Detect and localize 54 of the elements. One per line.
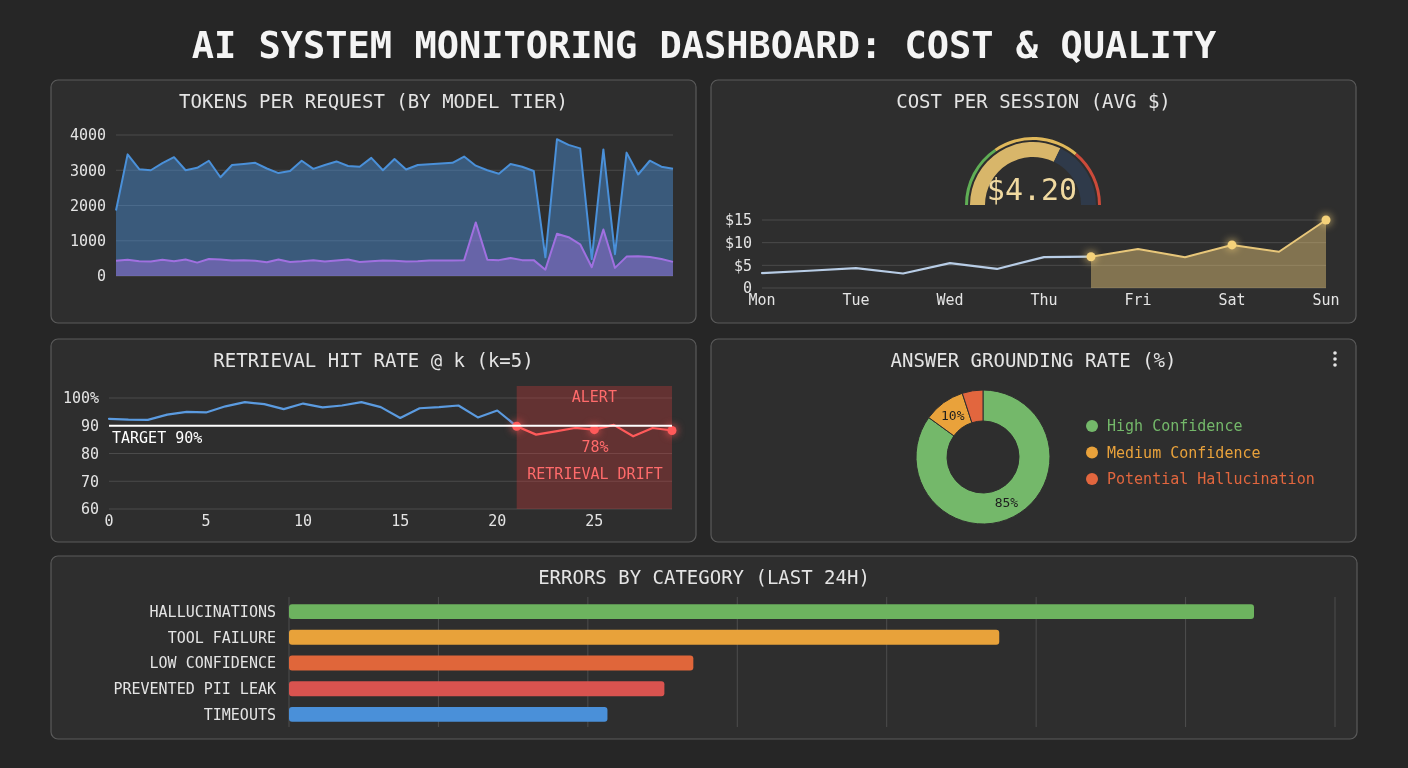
chart-title: COST PER SESSION (AVG $): [896, 90, 1171, 112]
y-tick-label: $10: [724, 233, 752, 252]
point: [1227, 240, 1237, 250]
x-tick-label: Sat: [1218, 291, 1246, 309]
y-tick-label: 1000: [69, 232, 106, 250]
ref-line-label: TARGET 90%: [112, 428, 203, 447]
bar: [289, 681, 665, 697]
x-tick-label: 20: [488, 512, 507, 530]
x-tick-label: Tue: [842, 291, 870, 309]
y-tick-label: $15: [724, 211, 752, 230]
band-label: ALERT: [571, 388, 617, 406]
legend-label: Medium Confidence: [1107, 443, 1261, 462]
point: [1321, 215, 1331, 225]
point: [1086, 252, 1096, 262]
y-tick-label: 80: [80, 444, 99, 463]
y-tick-label: 90: [80, 417, 99, 435]
x-tick-label: 10: [294, 512, 313, 530]
data-label: 10%: [940, 407, 965, 423]
chart-title: ERRORS BY CATEGORY (LAST 24H): [538, 566, 870, 588]
y-tick-label: PREVENTED PII LEAK: [113, 679, 276, 698]
annotation: 78%: [581, 438, 609, 456]
x-tick-label: Fri: [1124, 291, 1152, 309]
text: $4.20: [986, 172, 1078, 207]
x-tick-label: Thu: [1030, 291, 1058, 309]
y-tick-label: 100%: [62, 389, 99, 408]
bar: [289, 629, 1000, 645]
y-tick-label: TOOL FAILURE: [167, 628, 276, 647]
y-tick-label: 3000: [69, 161, 106, 180]
y-tick-label: 4000: [69, 126, 106, 145]
x-tick-label: Sun: [1312, 291, 1340, 309]
annotation: RETRIEVAL DRIFT: [527, 465, 663, 483]
legend-label: High Confidence: [1107, 417, 1243, 435]
y-tick-label: 60: [80, 500, 99, 519]
donut-slice: [915, 389, 1051, 525]
x-tick-label: 25: [585, 512, 604, 530]
x-tick-label: 5: [201, 512, 211, 530]
y-tick-label: 0: [96, 267, 106, 286]
text: AI SYSTEM MONITORING DASHBOARD: COST & QUALITY: [191, 24, 1218, 67]
y-tick-label: TIMEOUTS: [203, 705, 276, 724]
bar: [289, 655, 694, 671]
chart-title: TOKENS PER REQUEST (BY MODEL TIER): [179, 90, 568, 112]
legend-label: Potential Hallucination: [1107, 470, 1315, 488]
y-tick-label: LOW CONFIDENCE: [149, 654, 276, 673]
chart-title: ANSWER GROUNDING RATE (%): [890, 349, 1177, 371]
y-tick-label: $5: [733, 256, 752, 275]
y-tick-label: 70: [80, 472, 99, 491]
y-tick-label: 2000: [69, 196, 106, 215]
chart-title: RETRIEVAL HIT RATE @ k (k=5): [213, 349, 534, 371]
y-tick-label: HALLUCINATIONS: [149, 602, 276, 621]
x-tick-label: Wed: [936, 291, 964, 309]
bar: [289, 604, 1254, 620]
x-tick-label: 15: [391, 512, 410, 530]
data-label: 85%: [994, 495, 1019, 511]
bar: [289, 706, 608, 722]
